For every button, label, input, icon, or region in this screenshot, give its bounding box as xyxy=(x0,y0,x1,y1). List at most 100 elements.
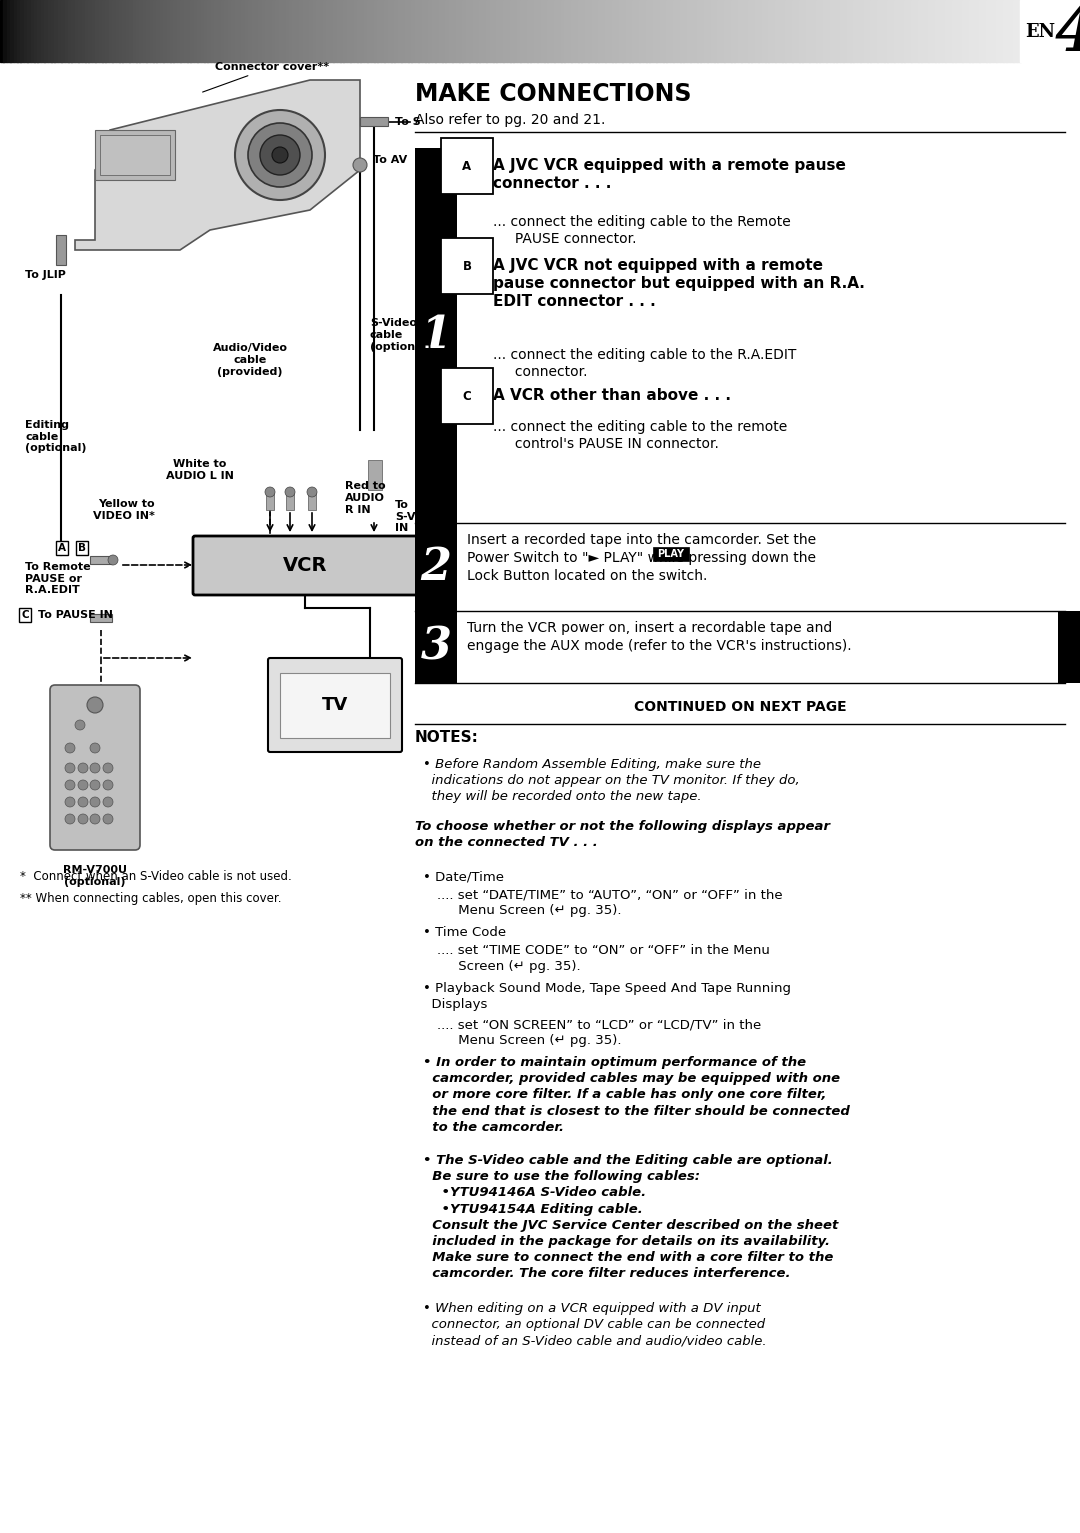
Bar xyxy=(1058,612,1080,684)
Bar xyxy=(908,0,912,61)
Bar xyxy=(595,0,599,61)
Bar xyxy=(337,0,340,61)
Bar xyxy=(95,0,99,61)
Bar xyxy=(945,0,949,61)
Bar xyxy=(75,0,79,61)
Bar xyxy=(238,0,242,61)
Bar xyxy=(234,0,239,61)
Bar xyxy=(228,0,232,61)
Text: • Before Random Assemble Editing, make sure the
  indications do not appear on t: • Before Random Assemble Editing, make s… xyxy=(423,757,800,803)
Bar xyxy=(71,0,76,61)
FancyBboxPatch shape xyxy=(50,685,140,849)
Bar xyxy=(534,0,538,61)
Bar xyxy=(568,0,571,61)
Text: Turn the VCR power on, insert a recordable tape and
engage the AUX mode (refer t: Turn the VCR power on, insert a recordab… xyxy=(467,621,852,653)
Bar xyxy=(507,0,511,61)
Bar xyxy=(397,0,402,61)
Bar xyxy=(10,0,14,61)
Bar xyxy=(1003,0,1007,61)
Bar xyxy=(293,0,296,61)
Bar xyxy=(217,0,221,61)
Bar xyxy=(313,0,316,61)
Bar xyxy=(612,0,616,61)
Bar xyxy=(82,0,85,61)
Text: 3: 3 xyxy=(420,625,451,668)
Circle shape xyxy=(103,763,113,773)
Circle shape xyxy=(265,487,275,497)
Bar xyxy=(707,0,711,61)
Bar xyxy=(361,0,364,61)
Circle shape xyxy=(65,744,75,753)
Bar xyxy=(266,492,274,510)
Bar xyxy=(897,0,902,61)
Bar xyxy=(775,0,779,61)
Bar xyxy=(666,0,671,61)
Bar xyxy=(480,0,483,61)
Circle shape xyxy=(90,763,100,773)
Bar xyxy=(68,0,72,61)
Bar xyxy=(840,0,843,61)
Bar xyxy=(924,0,929,61)
Bar xyxy=(299,0,303,61)
Bar xyxy=(728,0,731,61)
Bar xyxy=(449,0,453,61)
Circle shape xyxy=(65,780,75,789)
Text: To S: To S xyxy=(395,117,421,127)
Text: Editing
cable
(optional): Editing cable (optional) xyxy=(25,420,86,454)
Bar xyxy=(296,0,300,61)
Bar xyxy=(309,0,313,61)
Bar xyxy=(690,0,694,61)
Bar xyxy=(877,0,881,61)
Bar xyxy=(785,0,789,61)
Bar xyxy=(932,0,935,61)
Text: S-Video
cable
(optional): S-Video cable (optional) xyxy=(370,319,432,351)
Bar xyxy=(320,0,324,61)
Bar xyxy=(942,0,946,61)
Text: Audio/Video
cable
(provided): Audio/Video cable (provided) xyxy=(213,343,287,377)
Bar xyxy=(636,0,639,61)
Bar xyxy=(976,0,980,61)
Bar xyxy=(438,0,443,61)
Circle shape xyxy=(353,158,367,172)
Bar xyxy=(364,0,367,61)
Bar xyxy=(280,673,390,737)
Bar xyxy=(986,0,990,61)
Bar xyxy=(275,0,280,61)
Bar xyxy=(136,0,140,61)
Bar xyxy=(384,0,388,61)
Bar xyxy=(793,0,796,61)
Text: EN: EN xyxy=(1025,23,1055,41)
Bar xyxy=(578,0,582,61)
Bar xyxy=(272,0,275,61)
Bar xyxy=(571,0,576,61)
Bar xyxy=(850,0,854,61)
Bar xyxy=(860,0,864,61)
Bar xyxy=(381,0,384,61)
Bar xyxy=(983,0,986,61)
Bar xyxy=(894,0,899,61)
Bar xyxy=(843,0,847,61)
Bar xyxy=(565,0,568,61)
Bar xyxy=(133,0,136,61)
Bar xyxy=(1020,0,1080,61)
Bar xyxy=(782,0,786,61)
Bar xyxy=(980,0,983,61)
Bar xyxy=(85,0,89,61)
Bar xyxy=(959,0,962,61)
Bar xyxy=(557,0,562,61)
Bar xyxy=(779,0,783,61)
Text: To AV: To AV xyxy=(373,155,407,166)
Bar xyxy=(211,0,215,61)
Bar xyxy=(445,0,449,61)
Bar xyxy=(225,0,228,61)
Bar xyxy=(639,0,643,61)
Bar xyxy=(731,0,734,61)
Bar xyxy=(768,0,772,61)
Bar xyxy=(415,0,419,61)
Bar xyxy=(3,0,8,61)
Text: NOTES:: NOTES: xyxy=(415,730,478,745)
Bar xyxy=(360,117,388,126)
Bar xyxy=(826,0,831,61)
Bar xyxy=(802,0,807,61)
Bar xyxy=(510,0,514,61)
